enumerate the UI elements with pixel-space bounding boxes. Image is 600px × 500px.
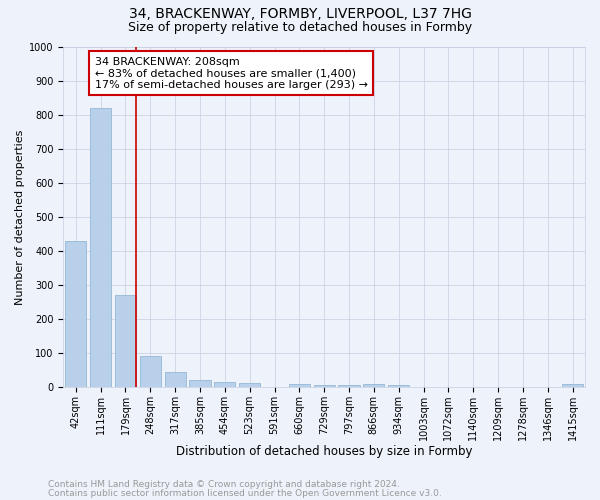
Text: 34 BRACKENWAY: 208sqm
← 83% of detached houses are smaller (1,400)
17% of semi-d: 34 BRACKENWAY: 208sqm ← 83% of detached …: [95, 56, 368, 90]
Bar: [338, 386, 359, 387]
Bar: [388, 386, 409, 387]
Bar: [65, 240, 86, 387]
Bar: [562, 384, 583, 387]
Text: 34, BRACKENWAY, FORMBY, LIVERPOOL, L37 7HG: 34, BRACKENWAY, FORMBY, LIVERPOOL, L37 7…: [128, 8, 472, 22]
Bar: [190, 380, 211, 387]
X-axis label: Distribution of detached houses by size in Formby: Distribution of detached houses by size …: [176, 444, 472, 458]
Bar: [164, 372, 186, 387]
Bar: [239, 383, 260, 387]
Bar: [214, 382, 235, 387]
Bar: [314, 386, 335, 387]
Bar: [90, 108, 111, 387]
Bar: [364, 384, 385, 387]
Text: Size of property relative to detached houses in Formby: Size of property relative to detached ho…: [128, 22, 472, 35]
Bar: [115, 295, 136, 387]
Text: Contains HM Land Registry data © Crown copyright and database right 2024.: Contains HM Land Registry data © Crown c…: [48, 480, 400, 489]
Y-axis label: Number of detached properties: Number of detached properties: [15, 129, 25, 304]
Text: Contains public sector information licensed under the Open Government Licence v3: Contains public sector information licen…: [48, 488, 442, 498]
Bar: [289, 384, 310, 387]
Bar: [140, 356, 161, 387]
